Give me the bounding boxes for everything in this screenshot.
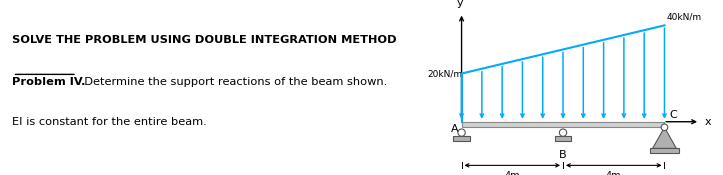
Polygon shape — [461, 122, 664, 127]
Text: Determine the support reactions of the beam shown.: Determine the support reactions of the b… — [77, 77, 387, 87]
Text: 4m: 4m — [505, 171, 520, 175]
Text: 40kN/m: 40kN/m — [667, 13, 702, 22]
Text: B: B — [559, 150, 567, 160]
Polygon shape — [453, 136, 470, 141]
Text: EI is constant for the entire beam.: EI is constant for the entire beam. — [12, 117, 208, 127]
Text: x: x — [705, 117, 711, 127]
Circle shape — [458, 129, 465, 136]
Text: Problem IV.: Problem IV. — [12, 77, 86, 87]
Polygon shape — [650, 148, 679, 153]
Text: 20kN/m: 20kN/m — [427, 69, 463, 78]
Circle shape — [661, 124, 668, 131]
Polygon shape — [555, 136, 571, 141]
Text: A: A — [451, 124, 458, 134]
Circle shape — [560, 129, 567, 136]
Text: SOLVE THE PROBLEM USING DOUBLE INTEGRATION METHOD: SOLVE THE PROBLEM USING DOUBLE INTEGRATI… — [12, 35, 397, 45]
Text: C: C — [669, 110, 677, 120]
Text: y: y — [457, 0, 463, 8]
Polygon shape — [653, 127, 676, 148]
Text: 4m: 4m — [606, 171, 622, 175]
